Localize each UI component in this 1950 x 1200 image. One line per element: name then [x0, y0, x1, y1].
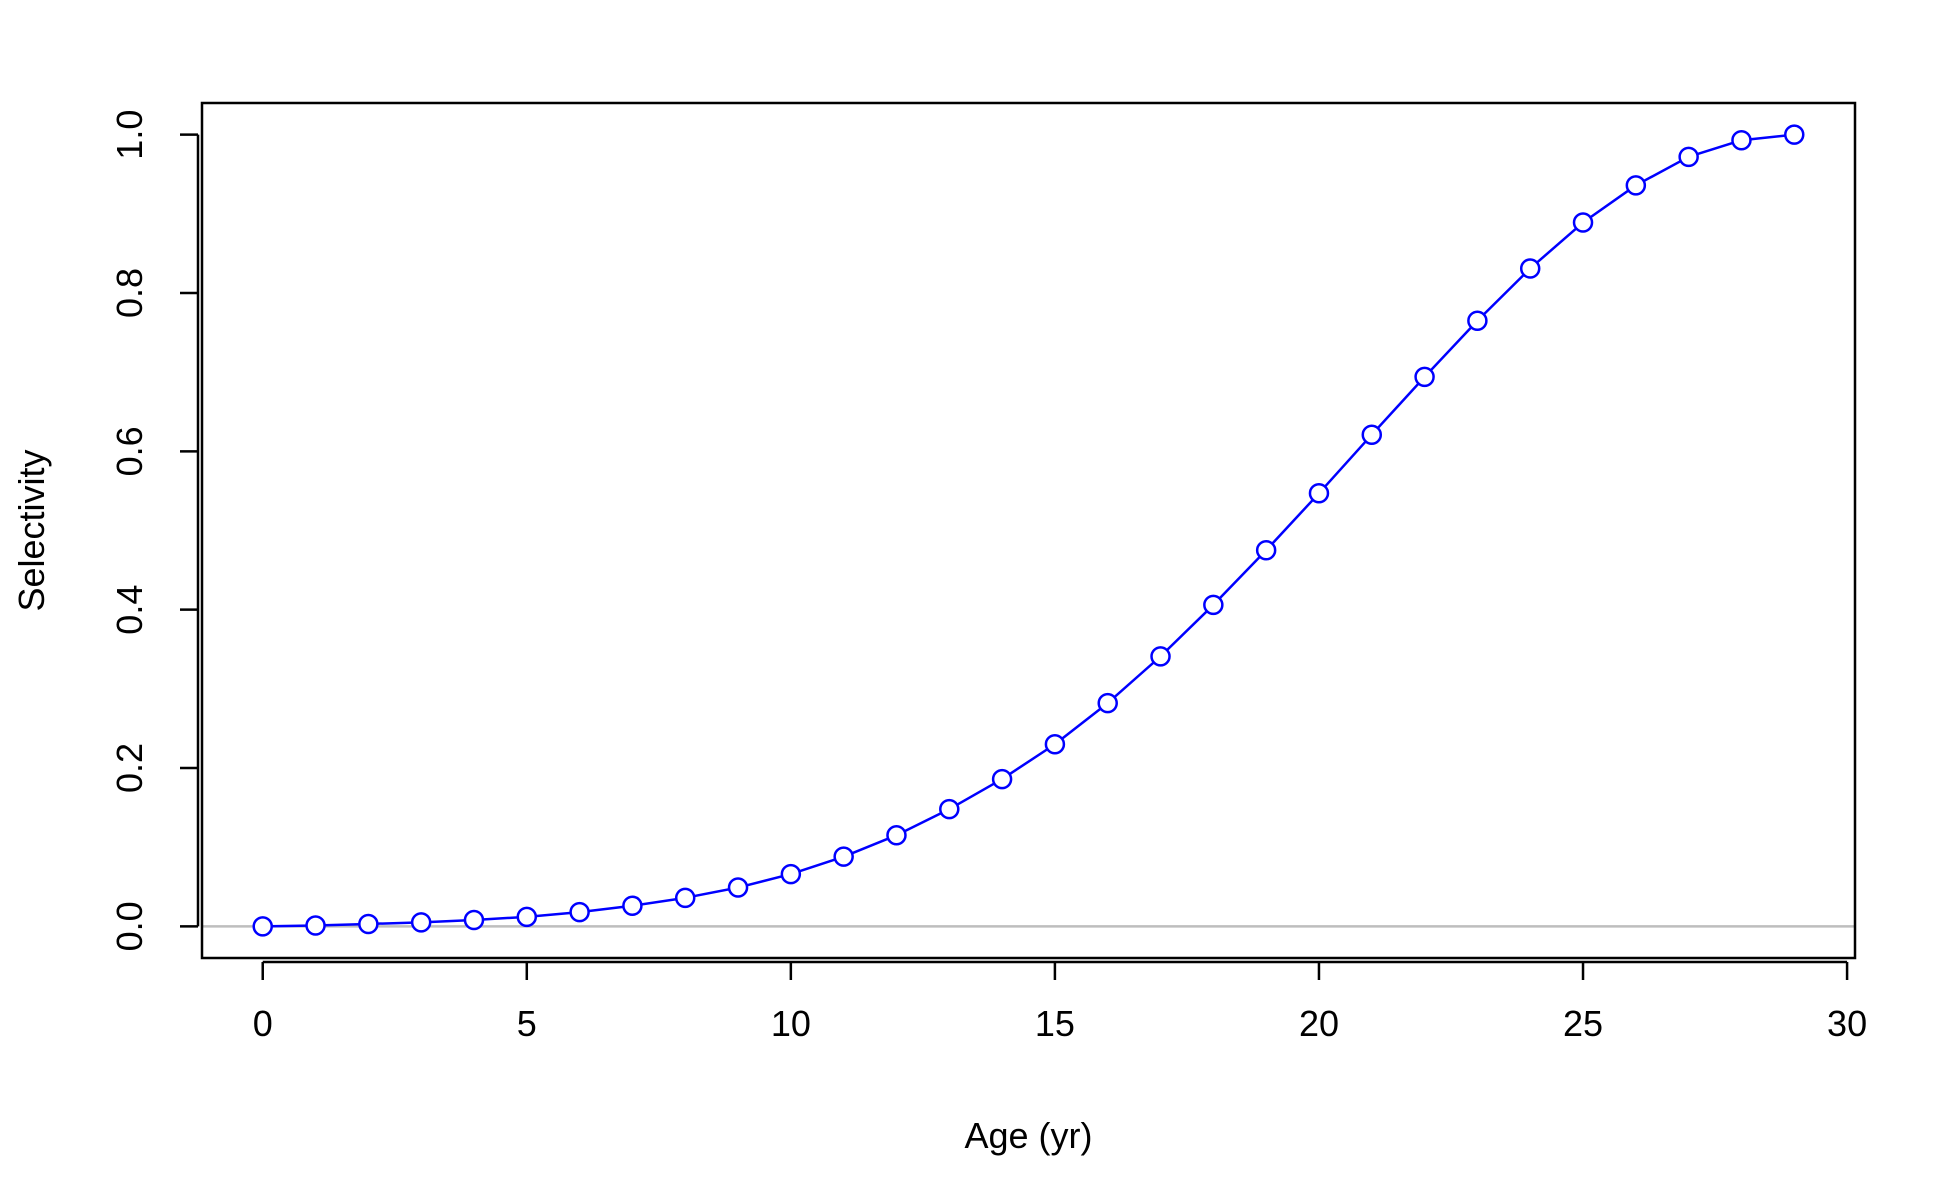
plot-frame [200, 101, 1857, 960]
data-point [516, 906, 538, 928]
y-tick-label: 0.6 [109, 426, 150, 476]
data-point [305, 915, 326, 936]
data-point [252, 916, 273, 937]
data-point [833, 846, 854, 867]
data-point [1467, 310, 1488, 331]
data-point [1203, 594, 1224, 616]
data-point [463, 909, 485, 931]
data-point [1308, 483, 1330, 504]
x-tick-label: 0 [253, 1003, 273, 1044]
data-point [1097, 692, 1118, 714]
data-point [1255, 540, 1277, 561]
data-point [886, 825, 907, 846]
data-point [780, 863, 802, 885]
data-point [1784, 124, 1805, 145]
data-point [727, 877, 749, 898]
y-tick-label: 0.8 [109, 268, 150, 318]
data-point [939, 798, 960, 820]
data-point [1414, 366, 1435, 388]
data-point [358, 913, 379, 935]
x-tick-label: 15 [1035, 1003, 1075, 1044]
y-tick-label: 0.0 [109, 901, 150, 951]
x-axis: 0 5 10 15 20 25 30 [253, 960, 1867, 1044]
data-point [674, 887, 696, 909]
data-point [991, 768, 1013, 790]
x-tick-label: 5 [517, 1003, 537, 1044]
y-tick-label: 0.2 [109, 743, 150, 793]
x-tick-label: 20 [1299, 1003, 1339, 1044]
y-axis-label: Selectivity [11, 449, 52, 611]
x-tick-label: 25 [1563, 1003, 1603, 1044]
y-tick-label: 1.0 [109, 110, 150, 160]
data-point [1625, 175, 1647, 196]
data-point [1150, 646, 1171, 667]
data-point [1519, 258, 1541, 279]
data-point [410, 912, 432, 933]
y-axis: 0.0 0.2 0.4 0.6 0.8 1.0 [109, 110, 200, 951]
x-tick-label: 30 [1827, 1003, 1867, 1044]
data-point [1678, 146, 1699, 168]
data-point [1572, 212, 1594, 233]
series-layer [252, 124, 1805, 937]
x-axis-label: Age (yr) [964, 1115, 1092, 1156]
data-point [569, 901, 590, 923]
x-tick-label: 10 [771, 1003, 811, 1044]
y-tick-label: 0.4 [109, 585, 150, 635]
data-point [1044, 734, 1066, 755]
data-point [1731, 129, 1752, 151]
data-point [1361, 424, 1383, 445]
data-point [622, 895, 643, 916]
